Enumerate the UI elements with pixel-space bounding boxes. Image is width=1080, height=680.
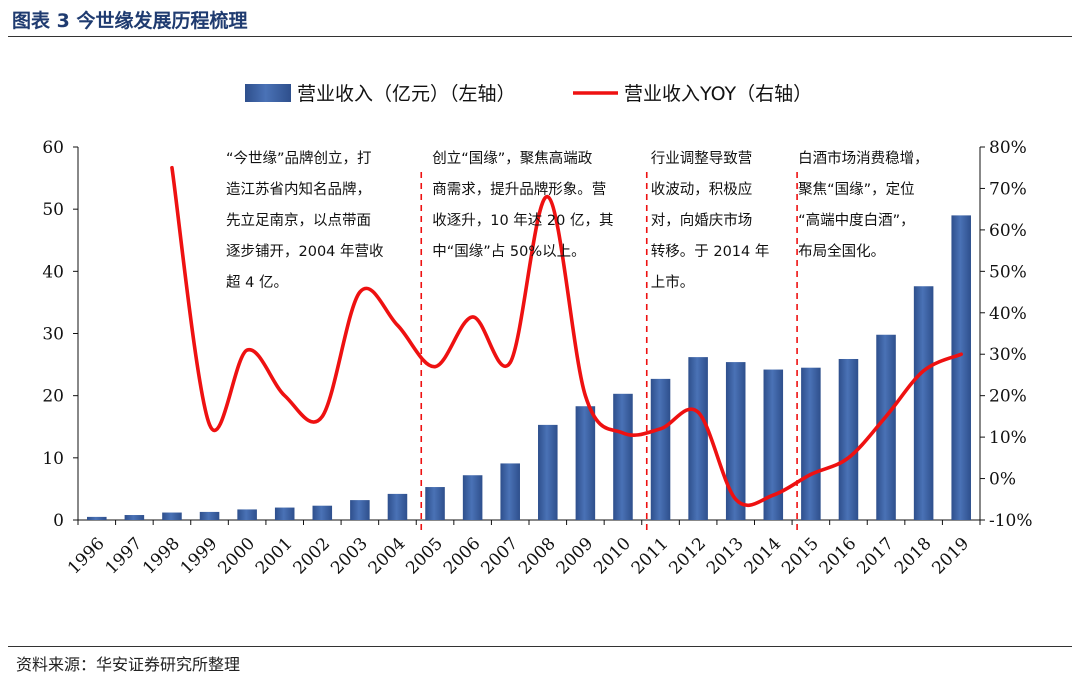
left-tick-label: 60 (42, 138, 64, 158)
x-tick-label: 2004 (365, 534, 410, 579)
yoy-line-group (170, 165, 964, 507)
bar (913, 286, 934, 520)
legend-line-label: 营业收入YOY（右轴） (624, 83, 812, 105)
figure-title: 图表 3 今世缘发展历程梳理 (12, 10, 248, 32)
x-tick-label: 1999 (177, 534, 222, 579)
bar (838, 358, 859, 520)
x-tick-label: 2012 (665, 534, 710, 579)
bar (801, 367, 821, 520)
left-tick-label: 40 (42, 262, 64, 282)
right-tick-label: 0% (989, 470, 1016, 490)
x-tick-label: 2013 (703, 534, 748, 579)
title-rule (8, 36, 1072, 37)
x-tick-label: 2002 (290, 534, 335, 579)
bar (199, 511, 220, 520)
bar (274, 507, 295, 520)
bar (876, 334, 896, 520)
x-tick-label: 2016 (816, 534, 861, 579)
era-dividers (420, 172, 798, 535)
x-tick-label: 2005 (402, 534, 447, 579)
right-tick-label: 10% (989, 428, 1027, 448)
annotation-line: 对，向婚庆市场 (651, 212, 753, 229)
right-tick-label: 70% (989, 179, 1027, 199)
annotation-line: 收波动，积极应 (651, 180, 753, 198)
bar (613, 393, 633, 520)
annotation-line: 聚焦“国缘”，定位 (798, 181, 915, 198)
annotation-line: 逐步铺开，2004 年营收 (226, 243, 384, 260)
annotation-line: 转移。于 2014 年 (651, 243, 770, 260)
left-tick-label: 20 (42, 387, 64, 407)
yoy-line (170, 165, 964, 507)
x-tick-label: 2011 (628, 534, 673, 579)
x-tick-label: 1996 (64, 534, 109, 579)
revenue-chart: 0 10 20 30 40 50 60 -10% 0% 10% 20% 30% 40% 50% 60% 70%… (42, 83, 1033, 579)
x-tick-label: 2008 (515, 534, 560, 579)
x-tick-label: 2018 (891, 534, 936, 579)
x-tick-label: 2014 (741, 534, 786, 579)
right-tick-label: 20% (989, 387, 1027, 407)
bar (538, 424, 558, 520)
x-tick-label: 2007 (477, 534, 522, 579)
right-tick-label: 80% (989, 138, 1027, 158)
right-tick-label: 60% (989, 221, 1027, 241)
right-tick-label: -10% (989, 511, 1033, 531)
annotation-line: 超 4 亿。 (226, 274, 288, 291)
bar (350, 500, 370, 520)
bar (237, 509, 257, 520)
annotation-line: 上市。 (651, 274, 695, 291)
annotation-line: 先立足南京，以点带面 (226, 212, 371, 229)
x-tick-label: 1998 (139, 534, 184, 579)
legend-bar-swatch (245, 84, 291, 102)
left-tick-label: 30 (42, 325, 64, 345)
annotation-line: 中“国缘”占 50%以上。 (432, 243, 585, 260)
annotation-line: 创立“国缘”，聚焦高端政 (432, 150, 593, 167)
annotation-line: “今世缘”品牌创立，打 (226, 150, 372, 167)
bar (575, 406, 596, 520)
x-tick-label: 2001 (252, 534, 297, 579)
source-note: 资料来源：华安证券研究所整理 (16, 655, 241, 674)
annotation-line: 白酒市场消费稳增， (798, 150, 929, 167)
x-tick-label: 2010 (590, 534, 635, 579)
left-tick-label: 50 (42, 200, 64, 220)
bar (763, 369, 784, 520)
axes (73, 146, 985, 525)
left-tick-label: 0 (53, 511, 64, 531)
x-tick-label: 2015 (778, 534, 823, 579)
source-rule (8, 646, 1072, 647)
bar (951, 215, 971, 520)
annotation-line: 商需求，提升品牌形象。营 (432, 181, 606, 198)
annotation-line: 行业调整导致营 (651, 150, 753, 167)
bar (124, 515, 145, 520)
left-tick-label: 10 (42, 449, 64, 469)
legend: 营业收入（亿元）（左轴） 营业收入YOY（右轴） (245, 83, 812, 105)
right-tick-label: 30% (989, 345, 1027, 365)
annotation-line: 造江苏省内知名品牌， (226, 181, 371, 198)
x-tick-label: 1997 (102, 534, 147, 579)
bar (87, 516, 107, 520)
bar (725, 362, 746, 520)
x-tick-label: 2003 (327, 534, 372, 579)
annotation-line: 布局全国化。 (798, 242, 885, 260)
x-tick-label: 2009 (553, 534, 598, 579)
bar (500, 463, 520, 520)
legend-bar-label: 营业收入（亿元）（左轴） (297, 83, 516, 105)
right-tick-label: 50% (989, 262, 1027, 282)
bar (162, 512, 182, 520)
annotation-line: “高端中度白酒”， (798, 212, 915, 229)
bar (650, 378, 671, 520)
bar (312, 505, 333, 520)
bar (387, 493, 408, 520)
annotation-line: 收逐升，10 年达 20 亿，其 (432, 212, 613, 229)
bar (462, 475, 483, 520)
x-tick-label: 2000 (214, 534, 259, 579)
revenue-bars (87, 215, 971, 520)
x-tick-label: 2006 (440, 534, 485, 579)
bar (425, 487, 445, 520)
bar (688, 357, 708, 520)
x-tick-label: 2017 (853, 534, 898, 579)
right-tick-label: 40% (989, 304, 1027, 324)
x-tick-label: 2019 (928, 534, 973, 579)
